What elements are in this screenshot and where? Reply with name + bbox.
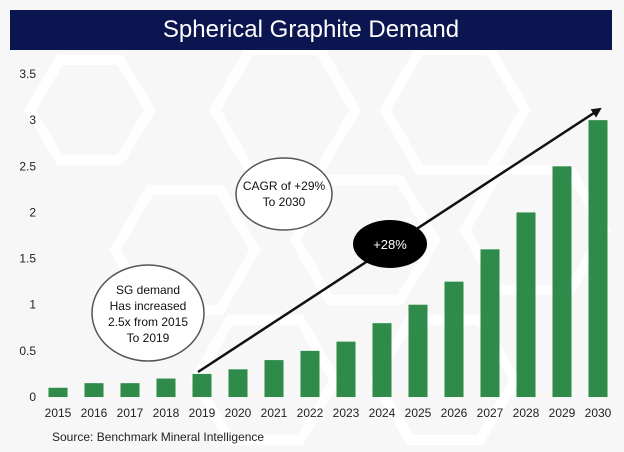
note-left-line-2: Has increased bbox=[110, 299, 187, 313]
bar-2016 bbox=[84, 383, 104, 397]
y-tick-label: 2.5 bbox=[19, 159, 36, 173]
bar-2021 bbox=[264, 360, 284, 397]
chart-title: Spherical Graphite Demand bbox=[10, 10, 612, 50]
x-tick-label: 2024 bbox=[369, 406, 396, 420]
x-tick-label: 2025 bbox=[405, 406, 432, 420]
x-tick-label: 2027 bbox=[477, 406, 504, 420]
bar-2017 bbox=[120, 383, 140, 397]
bar-2027 bbox=[480, 249, 500, 397]
bar-2023 bbox=[336, 341, 356, 397]
note-left-callout: SG demand Has increased 2.5x from 2015 T… bbox=[91, 264, 205, 362]
y-tick-label: 3 bbox=[29, 113, 36, 127]
y-tick-label: 1 bbox=[29, 298, 36, 312]
x-axis: 2015 2016 2017 2018 2019 2020 2021 2022 2023 2024… bbox=[45, 406, 612, 420]
x-tick-label: 2019 bbox=[189, 406, 216, 420]
cagr-line-2: To 2030 bbox=[263, 195, 306, 209]
x-tick-label: 2017 bbox=[117, 406, 144, 420]
source-note: Source: Benchmark Mineral Intelligence bbox=[52, 430, 265, 444]
x-tick-label: 2029 bbox=[549, 406, 576, 420]
note-left-line-3: 2.5x from 2015 bbox=[108, 315, 188, 329]
x-tick-label: 2016 bbox=[81, 406, 108, 420]
x-tick-label: 2023 bbox=[333, 406, 360, 420]
bar-2024 bbox=[372, 323, 392, 397]
x-tick-label: 2020 bbox=[225, 406, 252, 420]
bar-series bbox=[48, 120, 608, 398]
bar-2019 bbox=[192, 373, 212, 397]
bar-2022 bbox=[300, 350, 320, 397]
bar-2020 bbox=[228, 369, 248, 397]
bar-2030 bbox=[588, 120, 608, 398]
bar-2028 bbox=[516, 212, 536, 397]
x-tick-label: 2015 bbox=[45, 406, 72, 420]
y-tick-label: 0 bbox=[29, 390, 36, 404]
growth-badge: +28% bbox=[353, 220, 427, 268]
y-tick-label: 3.5 bbox=[19, 67, 36, 81]
note-left-line-1: SG demand bbox=[116, 283, 180, 297]
y-tick-label: 1.5 bbox=[19, 252, 36, 266]
growth-badge-label: +28% bbox=[373, 237, 407, 252]
x-tick-label: 2026 bbox=[441, 406, 468, 420]
y-tick-label: 0.5 bbox=[19, 344, 36, 358]
cagr-callout: CAGR of +29% To 2030 bbox=[235, 157, 333, 231]
x-tick-label: 2030 bbox=[585, 406, 612, 420]
x-tick-label: 2028 bbox=[513, 406, 540, 420]
bar-2015 bbox=[48, 387, 68, 397]
cagr-line-1: CAGR of +29% bbox=[243, 179, 326, 193]
x-tick-label: 2021 bbox=[261, 406, 288, 420]
bar-2026 bbox=[444, 281, 464, 397]
bar-2025 bbox=[408, 304, 428, 397]
y-tick-label: 2 bbox=[29, 205, 36, 219]
y-axis: 0 0.5 1 1.5 2 2.5 3 3.5 bbox=[19, 67, 36, 404]
note-left-line-4: To 2019 bbox=[127, 331, 170, 345]
bar-2018 bbox=[156, 378, 176, 397]
bar-2029 bbox=[552, 166, 572, 397]
x-tick-label: 2018 bbox=[153, 406, 180, 420]
x-tick-label: 2022 bbox=[297, 406, 324, 420]
